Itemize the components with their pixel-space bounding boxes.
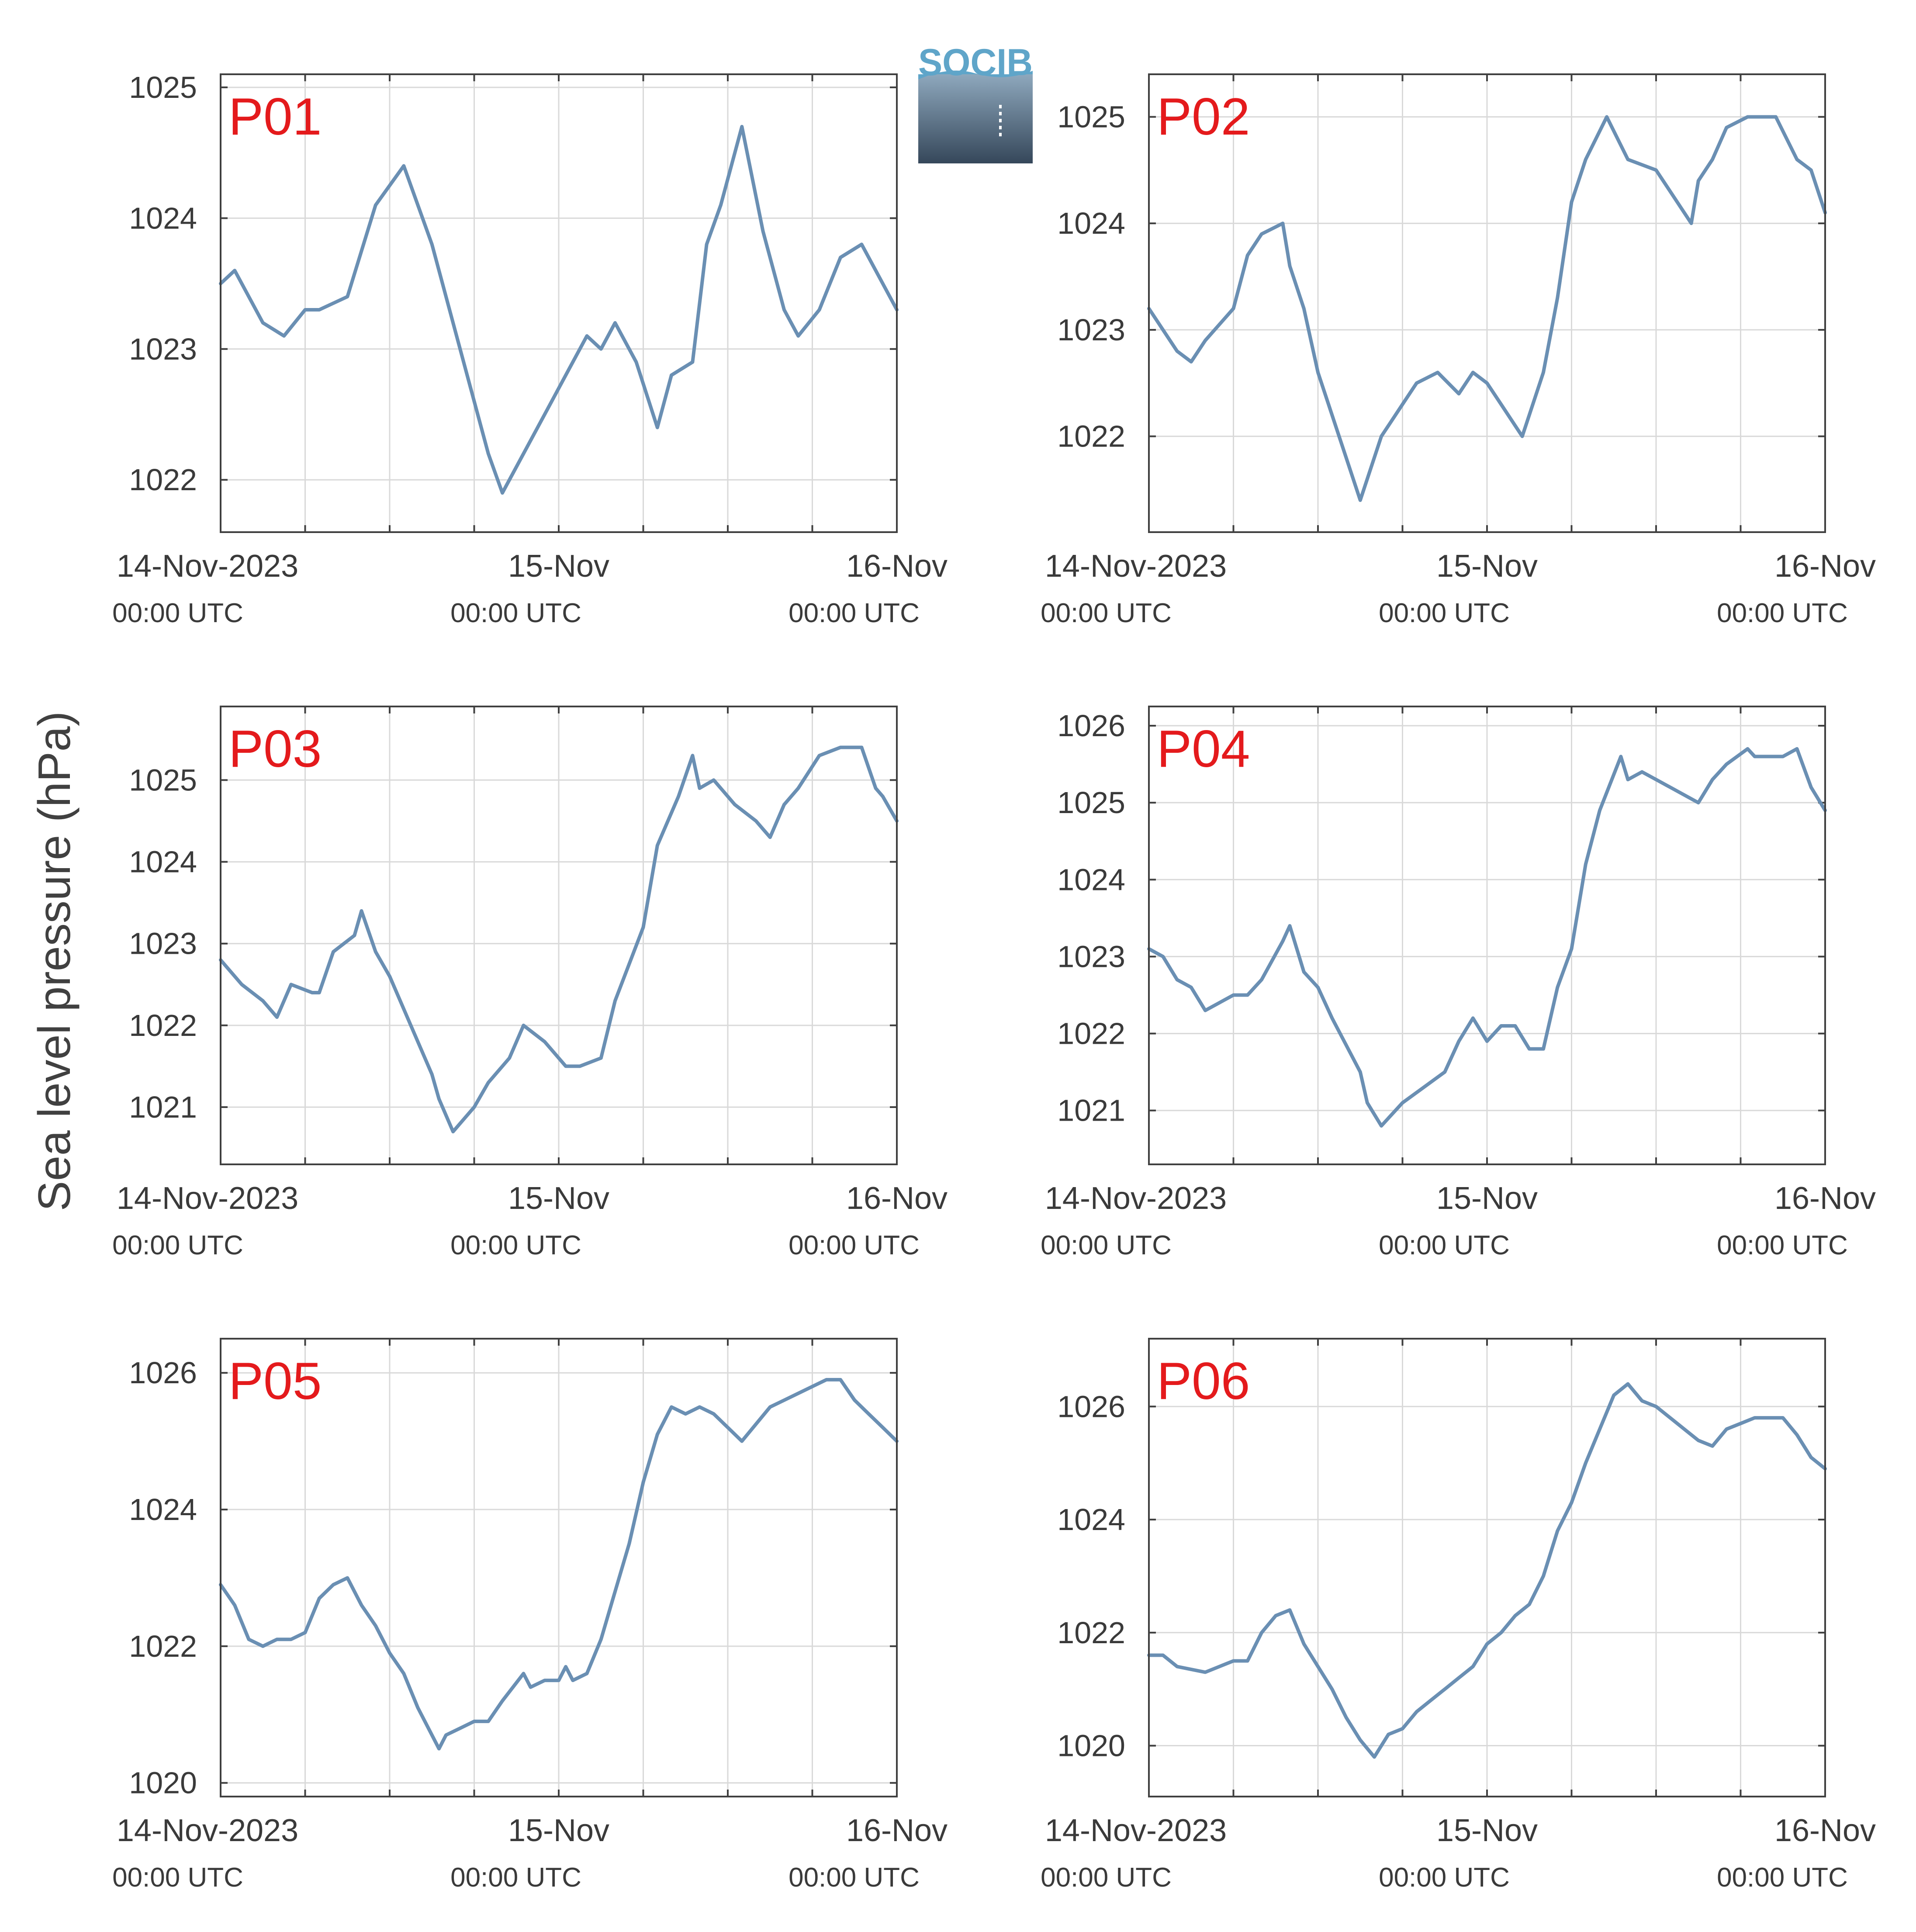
panel-label-p01: P01 — [228, 87, 322, 146]
y-axis-label: Sea level pressure (hPa) — [29, 711, 80, 1212]
series-line-p06 — [1147, 1382, 1827, 1759]
y-tick-label: 1025 — [129, 70, 197, 104]
x-tick-sublabel: 00:00 UTC — [1379, 1230, 1510, 1260]
x-tick-label: 15-Nov — [508, 549, 609, 584]
x-tick-label: 16-Nov — [1774, 1813, 1876, 1848]
y-tick-label: 1024 — [1057, 862, 1125, 897]
y-tick-label: 1023 — [129, 927, 197, 961]
axes-frame — [220, 706, 898, 1165]
series-line-p02 — [1147, 115, 1827, 502]
x-tick-sublabel: 00:00 UTC — [1041, 1863, 1172, 1893]
socib-logo-text: SOCIB — [918, 42, 1033, 83]
y-tick-label: 1020 — [1057, 1729, 1125, 1763]
y-tick-label: 1025 — [129, 763, 197, 797]
series-line-p03 — [219, 745, 899, 1134]
y-tick-label: 1024 — [129, 201, 197, 235]
y-tick-label: 1022 — [129, 1008, 197, 1042]
y-tick-label: 1026 — [1057, 709, 1125, 743]
x-tick-sublabel: 00:00 UTC — [112, 598, 243, 628]
x-tick-label: 14-Nov-2023 — [117, 1813, 298, 1848]
x-tick-sublabel: 00:00 UTC — [789, 1863, 920, 1893]
series-line-p01 — [219, 125, 899, 495]
y-tick-label: 1021 — [129, 1090, 197, 1124]
y-tick-label: 1022 — [1057, 1017, 1125, 1051]
panel-label-p04: P04 — [1157, 720, 1250, 778]
y-tick-label: 1024 — [1057, 206, 1125, 240]
socib-logo-block — [918, 74, 1033, 163]
x-tick-label: 14-Nov-2023 — [117, 549, 298, 584]
y-tick-label: 1022 — [1057, 1616, 1125, 1650]
y-tick-label: 1025 — [1057, 786, 1125, 820]
x-tick-sublabel: 00:00 UTC — [1717, 598, 1848, 628]
y-tick-label: 1023 — [1057, 313, 1125, 347]
x-tick-label: 15-Nov — [1436, 1181, 1538, 1216]
axes-frame — [1148, 1338, 1826, 1797]
axes-frame — [1148, 706, 1826, 1165]
chart-panel-p02: 1022 1023 1024 1025 14-Nov-2023 00:00 UTC 15-N… — [1041, 73, 1876, 628]
axes-frame — [1148, 73, 1826, 533]
x-tick-sublabel: 00:00 UTC — [1041, 1230, 1172, 1260]
panels: 1022 1023 1024 1025 14-Nov-2023 00:00 UTC 15-N… — [112, 70, 1876, 1893]
x-tick-sublabel: 00:00 UTC — [450, 1863, 581, 1893]
y-tick-label: 1024 — [1057, 1503, 1125, 1537]
panel-label-p02: P02 — [1157, 87, 1250, 146]
y-tick-label: 1026 — [129, 1356, 197, 1390]
x-tick-label: 15-Nov — [508, 1181, 609, 1216]
x-tick-sublabel: 00:00 UTC — [789, 1230, 920, 1260]
x-tick-sublabel: 00:00 UTC — [1717, 1863, 1848, 1893]
panel-label-p05: P05 — [228, 1352, 322, 1410]
y-tick-label: 1024 — [129, 1492, 197, 1527]
y-tick-label: 1022 — [129, 463, 197, 497]
chart-panel-p03: 1021 1022 1023 1024 1025 14-Nov-2023 00:00 UTC… — [112, 706, 948, 1260]
x-tick-label: 15-Nov — [508, 1813, 609, 1848]
x-tick-sublabel: 00:00 UTC — [450, 1230, 581, 1260]
x-tick-sublabel: 00:00 UTC — [450, 598, 581, 628]
x-tick-label: 16-Nov — [846, 549, 948, 584]
x-tick-label: 14-Nov-2023 — [1045, 1181, 1227, 1216]
y-tick-label: 1020 — [129, 1766, 197, 1800]
y-tick-label: 1023 — [1057, 939, 1125, 973]
y-tick-label: 1024 — [129, 845, 197, 879]
socib-logo: SOCIB — [918, 42, 1033, 163]
series-line-p04 — [1147, 747, 1827, 1128]
x-tick-sublabel: 00:00 UTC — [1379, 598, 1510, 628]
chart-panel-p04: 1021 1022 1023 1024 1025 1026 14-Nov-2023 00:00… — [1041, 706, 1876, 1260]
x-tick-label: 14-Nov-2023 — [117, 1181, 298, 1216]
y-tick-label: 1026 — [1057, 1389, 1125, 1423]
socib-logo-wave — [918, 70, 1033, 80]
x-tick-label: 14-Nov-2023 — [1045, 1813, 1227, 1848]
y-tick-label: 1021 — [1057, 1094, 1125, 1128]
x-tick-label: 14-Nov-2023 — [1045, 549, 1227, 584]
y-tick-label: 1023 — [129, 332, 197, 366]
chart-panel-p05: 1020 1022 1024 1026 14-Nov-2023 00:00 UTC 15-N… — [112, 1338, 948, 1893]
x-tick-label: 16-Nov — [846, 1813, 948, 1848]
x-tick-label: 16-Nov — [846, 1181, 948, 1216]
x-tick-sublabel: 00:00 UTC — [1379, 1863, 1510, 1893]
x-tick-sublabel: 00:00 UTC — [789, 598, 920, 628]
y-tick-label: 1022 — [1057, 419, 1125, 454]
series-line-p05 — [219, 1378, 899, 1751]
x-tick-sublabel: 00:00 UTC — [1041, 598, 1172, 628]
chart-panel-p01: 1022 1023 1024 1025 14-Nov-2023 00:00 UTC 15-N… — [112, 70, 948, 628]
x-tick-label: 15-Nov — [1436, 1813, 1538, 1848]
axes-frame — [220, 1338, 898, 1797]
x-tick-sublabel: 00:00 UTC — [1717, 1230, 1848, 1260]
axes-frame — [220, 73, 898, 533]
x-tick-sublabel: 00:00 UTC — [112, 1863, 243, 1893]
chart-panel-p06: 1020 1022 1024 1026 14-Nov-2023 00:00 UTC 15-N… — [1041, 1338, 1876, 1893]
panel-label-p03: P03 — [228, 720, 322, 778]
x-tick-label: 15-Nov — [1436, 549, 1538, 584]
panel-label-p06: P06 — [1157, 1352, 1250, 1410]
x-tick-label: 16-Nov — [1774, 549, 1876, 584]
y-tick-label: 1022 — [129, 1629, 197, 1663]
y-tick-label: 1025 — [1057, 100, 1125, 134]
x-tick-sublabel: 00:00 UTC — [112, 1230, 243, 1260]
x-tick-label: 16-Nov — [1774, 1181, 1876, 1216]
